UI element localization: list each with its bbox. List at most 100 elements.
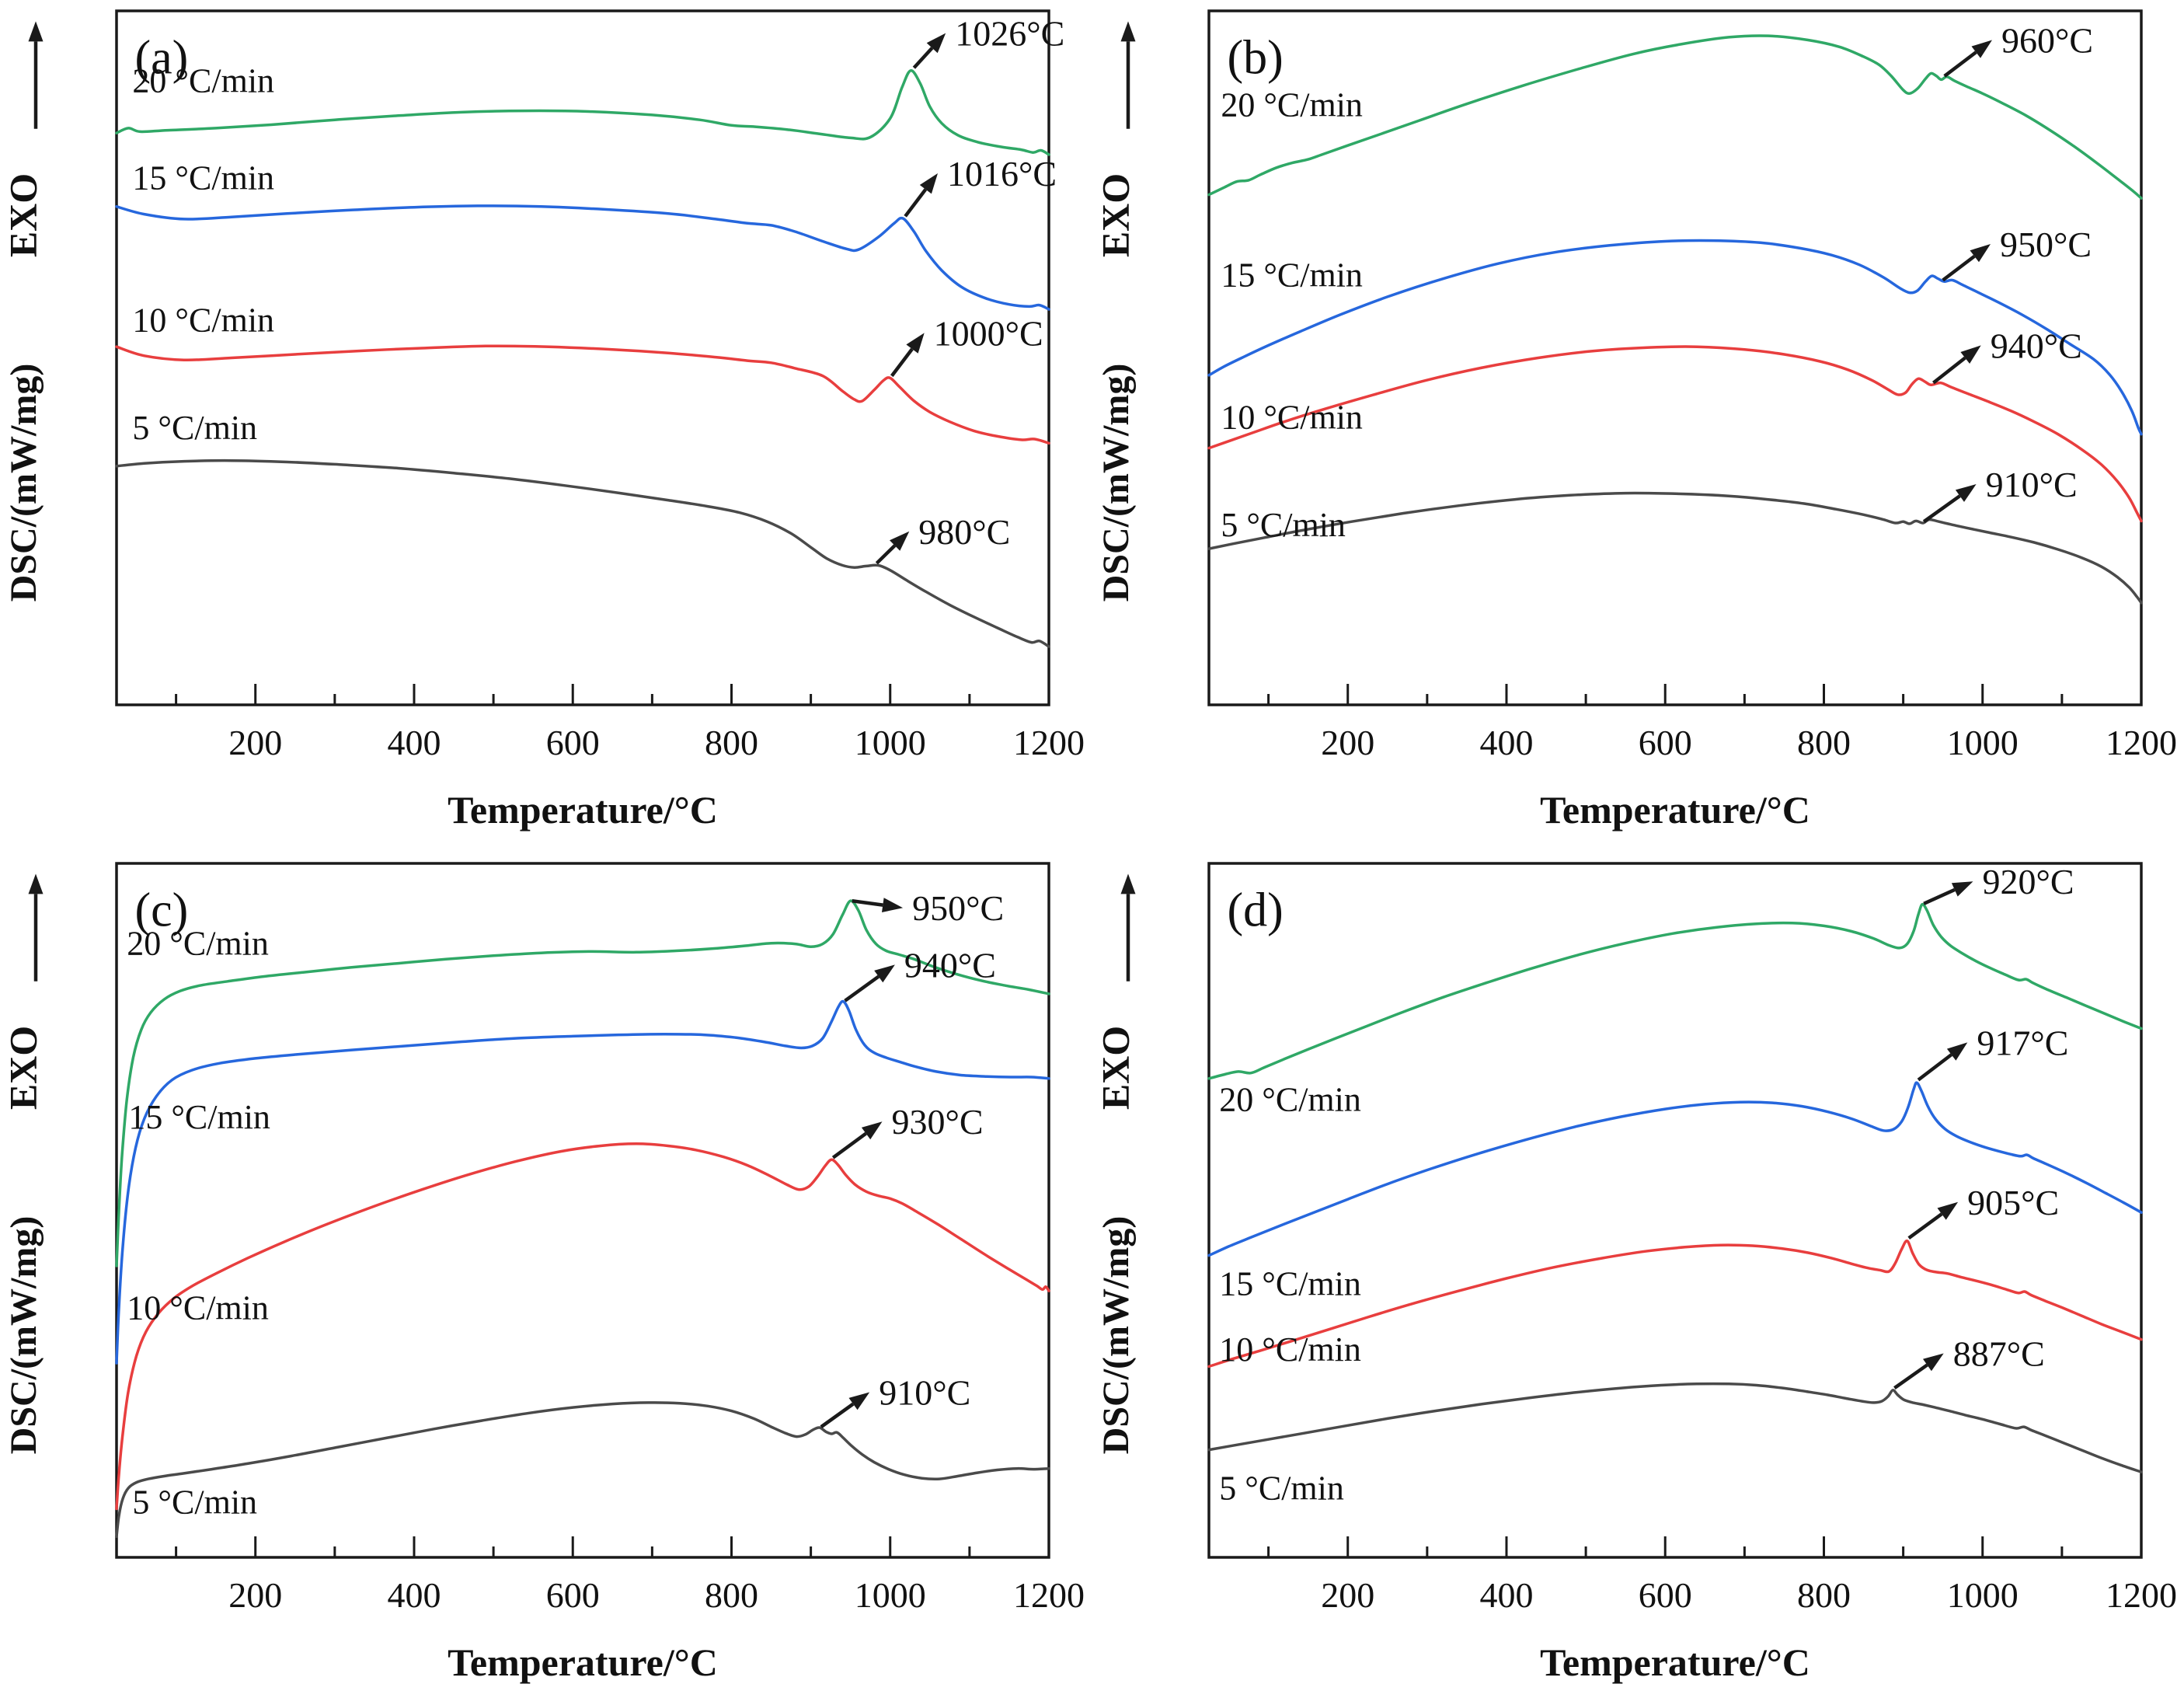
x-tick-label: 200 bbox=[1321, 1575, 1374, 1615]
series-label-10-c-min: 10 °C/min bbox=[127, 1289, 269, 1327]
x-tick-label: 200 bbox=[1321, 723, 1374, 762]
peak-annotation-917-c: 917°C bbox=[1977, 1023, 2068, 1062]
x-tick-label: 1000 bbox=[1947, 723, 2019, 762]
peak-arrow-910-c-line bbox=[1922, 494, 1961, 524]
series-label-10-c-min: 10 °C/min bbox=[1219, 1330, 1361, 1369]
series-label-15-c-min: 15 °C/min bbox=[1219, 1264, 1361, 1302]
curve-15-c-min bbox=[1207, 239, 2143, 436]
exo-label: EXO bbox=[1, 173, 44, 257]
exo-arrow-head bbox=[1120, 21, 1136, 42]
exo-label: EXO bbox=[1093, 1026, 1137, 1110]
panel-a-chart: 200 400 600 800 1000 1200 Temperature/°C DSC/(m… bbox=[1, 9, 1085, 832]
x-tick-label: 400 bbox=[1479, 723, 1533, 762]
peak-arrow-940-c-head bbox=[874, 964, 895, 983]
x-axis-title: Temperature/°C bbox=[448, 788, 718, 832]
peak-arrow-1026-c-head bbox=[926, 33, 946, 54]
panel-letter: (a) bbox=[134, 31, 188, 84]
panel-letter: (b) bbox=[1227, 31, 1283, 84]
x-tick-label: 1000 bbox=[855, 723, 926, 762]
x-tick-label: 800 bbox=[1797, 723, 1851, 762]
series-label-15-c-min: 15 °C/min bbox=[1221, 256, 1363, 294]
peak-annotation-887-c: 887°C bbox=[1953, 1334, 2045, 1373]
panel-letter: (c) bbox=[134, 884, 188, 936]
y-axis-title: DSC/(mW/mg) bbox=[1095, 1216, 1137, 1455]
peak-arrow-940-c-head bbox=[1960, 345, 1981, 364]
curve-15-c-min bbox=[115, 204, 1050, 311]
x-tick-label: 400 bbox=[387, 1575, 441, 1615]
panel-letter: (d) bbox=[1227, 884, 1283, 936]
peak-arrow-920-c-line bbox=[1923, 887, 1956, 905]
peak-arrow-960-c-head bbox=[1971, 40, 1992, 58]
peak-annotation-1000-c: 1000°C bbox=[934, 313, 1043, 353]
y-axis-title: DSC/(mW/mg) bbox=[3, 1216, 44, 1455]
curve-10-c-min bbox=[1207, 345, 2143, 523]
curve-15-c-min bbox=[115, 999, 1050, 1365]
x-axis-title: Temperature/°C bbox=[448, 1640, 718, 1684]
curve-5-c-min bbox=[1207, 1382, 2143, 1473]
peak-annotation-920-c: 920°C bbox=[1982, 862, 2074, 901]
series-label-20-c-min: 20 °C/min bbox=[1221, 86, 1363, 124]
curve-5-c-min bbox=[1207, 491, 2143, 605]
series-label-10-c-min: 10 °C/min bbox=[1221, 398, 1363, 436]
x-tick-label: 1000 bbox=[1947, 1575, 2019, 1615]
peak-arrow-950-c-line bbox=[1942, 254, 1976, 282]
curve-20-c-min bbox=[1207, 902, 2143, 1080]
peak-arrow-905-c-head bbox=[1937, 1201, 1959, 1220]
plot-border bbox=[1207, 862, 2143, 1559]
x-tick-label: 600 bbox=[546, 723, 600, 762]
peak-arrow-920-c-head bbox=[1951, 881, 1973, 897]
peak-arrow-950-c-line bbox=[852, 898, 883, 907]
series-label-10-c-min: 10 °C/min bbox=[132, 301, 274, 339]
series-label-20-c-min: 20 °C/min bbox=[132, 61, 274, 99]
peak-annotation-910-c: 910°C bbox=[879, 1372, 970, 1412]
peak-arrow-950-c-head bbox=[1970, 244, 1991, 263]
exo-arrow-head bbox=[28, 21, 44, 42]
peak-arrow-1016-c-head bbox=[919, 173, 938, 194]
x-axis-title: Temperature/°C bbox=[1540, 1640, 1810, 1684]
peak-arrow-940-c-line bbox=[1932, 356, 1966, 385]
peak-arrow-940-c-line bbox=[844, 975, 880, 1002]
peak-arrow-917-c-head bbox=[1946, 1042, 1968, 1061]
peak-annotation-950-c: 950°C bbox=[2000, 225, 2092, 264]
series-label-5-c-min: 5 °C/min bbox=[132, 409, 257, 447]
exo-label: EXO bbox=[1093, 173, 1137, 257]
curve-15-c-min bbox=[1207, 1081, 2143, 1257]
curve-5-c-min bbox=[115, 459, 1050, 648]
curve-20-c-min bbox=[115, 899, 1050, 1267]
series-label-5-c-min: 5 °C/min bbox=[1219, 1470, 1344, 1508]
y-axis-title: DSC/(mW/mg) bbox=[1095, 364, 1137, 602]
curve-10-c-min bbox=[115, 344, 1050, 445]
x-tick-label: 800 bbox=[1797, 1575, 1851, 1615]
peak-annotation-910-c: 910°C bbox=[1986, 465, 2078, 504]
peak-arrow-950-c-head bbox=[882, 898, 904, 912]
peak-arrow-917-c-line bbox=[1917, 1053, 1953, 1082]
exo-label: EXO bbox=[1, 1026, 44, 1110]
x-tick-label: 200 bbox=[228, 1575, 282, 1615]
peak-arrow-1016-c-line bbox=[904, 188, 928, 218]
curve-10-c-min bbox=[1207, 1240, 2143, 1369]
peak-arrow-980-c-line bbox=[875, 544, 897, 565]
x-tick-label: 1200 bbox=[1013, 723, 1085, 762]
peak-arrow-910-c-head bbox=[1955, 484, 1977, 502]
x-tick-label: 800 bbox=[705, 723, 758, 762]
peak-annotation-940-c: 940°C bbox=[904, 945, 996, 985]
x-tick-label: 600 bbox=[1639, 723, 1692, 762]
series-label-15-c-min: 15 °C/min bbox=[128, 1098, 270, 1136]
peak-arrow-910-c-head bbox=[848, 1392, 870, 1410]
x-tick-label: 1200 bbox=[1013, 1575, 1085, 1615]
x-tick-label: 1200 bbox=[2106, 723, 2177, 762]
series-label-15-c-min: 15 °C/min bbox=[132, 159, 274, 197]
curve-5-c-min bbox=[115, 1401, 1050, 1538]
series-label-5-c-min: 5 °C/min bbox=[1221, 506, 1346, 544]
panel-b-chart: 200 400 600 800 1000 1200 Temperature/°C DSC/(m… bbox=[1093, 9, 2177, 832]
peak-annotation-940-c: 940°C bbox=[1991, 326, 2082, 365]
panel-c-chart: 200 400 600 800 1000 1200 Temperature/°C DSC/(m… bbox=[1, 862, 1085, 1684]
x-tick-label: 1000 bbox=[855, 1575, 926, 1615]
peak-annotation-905-c: 905°C bbox=[1967, 1183, 2059, 1222]
x-axis-title: Temperature/°C bbox=[1540, 788, 1810, 832]
peak-arrow-887-c-head bbox=[1923, 1353, 1944, 1372]
peak-arrow-980-c-head bbox=[890, 531, 910, 551]
peak-annotation-1016-c: 1016°C bbox=[947, 154, 1057, 194]
peak-arrow-930-c-head bbox=[861, 1121, 883, 1140]
plot-border bbox=[115, 862, 1050, 1559]
